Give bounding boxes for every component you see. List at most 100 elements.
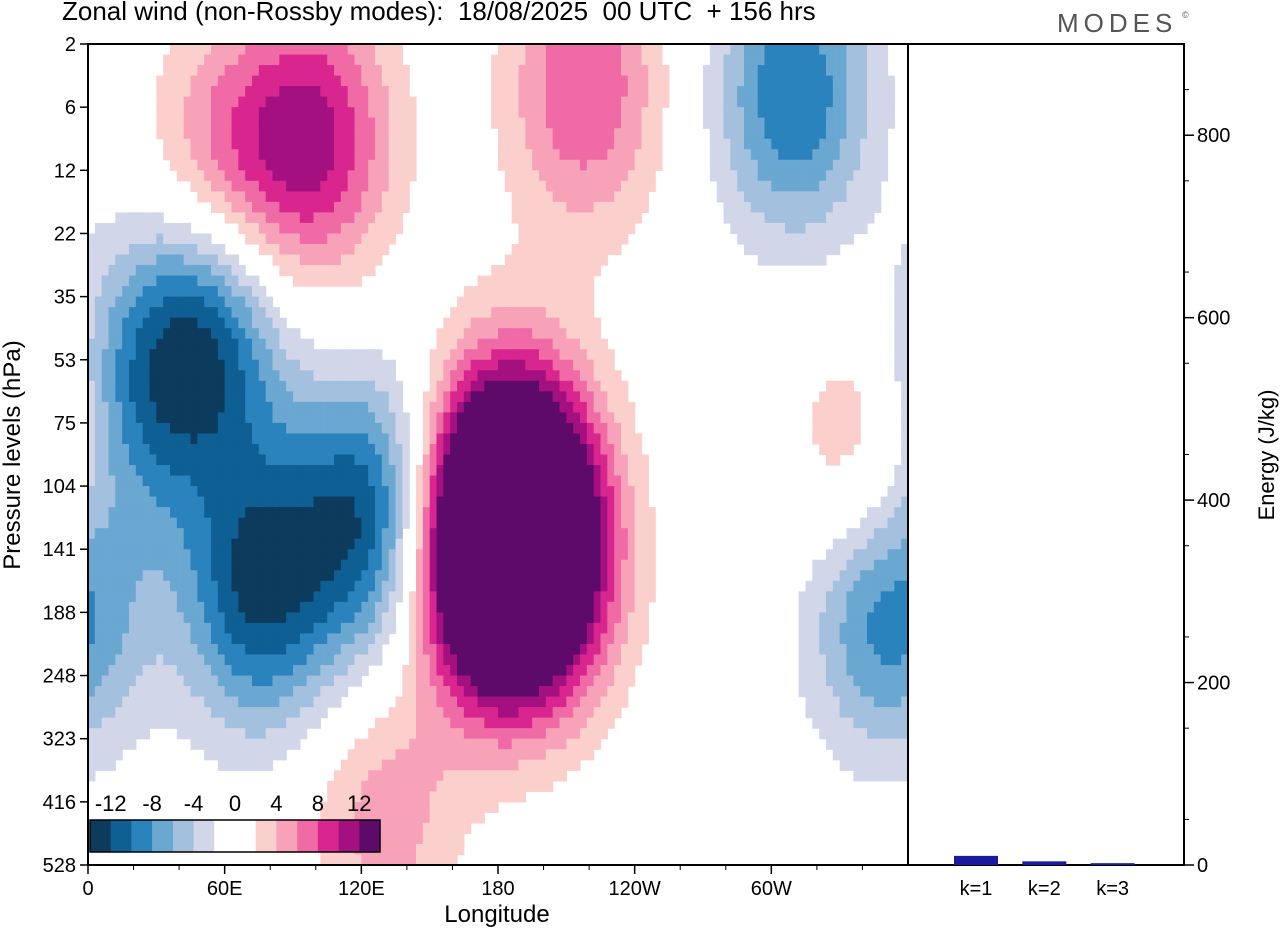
heatmap-cell (853, 422, 861, 435)
heatmap-cell (566, 475, 574, 487)
heatmap-cell (183, 86, 192, 98)
heatmap-cell (327, 591, 335, 603)
heatmap-cell (313, 622, 321, 635)
heatmap-cell (361, 601, 369, 613)
heatmap-cell (135, 307, 144, 319)
heatmap-cell (518, 338, 526, 350)
heatmap-cell (832, 96, 841, 108)
heatmap-cell (580, 443, 588, 456)
heatmap-cell (252, 486, 260, 498)
heatmap-cell (498, 517, 506, 529)
heatmap-cell (170, 622, 178, 635)
heatmap-cell (443, 580, 451, 592)
heatmap-cell (566, 601, 574, 613)
heatmap-cell (279, 422, 287, 435)
heatmap-cell (293, 191, 301, 203)
heatmap-cell (88, 580, 96, 592)
heatmap-cell (163, 338, 171, 350)
heatmap-cell (593, 601, 602, 613)
heatmap-cell (607, 54, 615, 66)
heatmap-cell (593, 75, 602, 87)
heatmap-cell (101, 580, 110, 592)
heatmap-cell (115, 422, 123, 435)
heatmap-cell (129, 643, 137, 656)
heatmap-cell (129, 591, 137, 603)
heatmap-cell (518, 580, 526, 592)
heatmap-cell (839, 612, 848, 624)
heatmap-cell (340, 180, 349, 192)
heatmap-cell (122, 233, 130, 245)
heatmap-cell (805, 654, 813, 666)
heatmap-cell (504, 254, 513, 266)
heatmap-cell (764, 149, 772, 161)
heatmap-cell (901, 570, 908, 582)
heatmap-cell (757, 201, 766, 214)
heatmap-cell (129, 422, 137, 435)
heatmap-cell (901, 486, 908, 498)
heatmap-cell (395, 212, 403, 224)
heatmap-cell (156, 338, 164, 350)
heatmap-cell (176, 622, 185, 635)
heatmap-cell (518, 359, 526, 371)
heatmap-cell (368, 549, 376, 561)
heatmap-cell (306, 528, 315, 540)
heatmap-cell (163, 380, 171, 392)
heatmap-cell (388, 401, 397, 413)
heatmap-cell (361, 159, 369, 171)
heatmap-cell (566, 612, 574, 624)
heatmap-cell (320, 191, 328, 203)
heatmap-cell (334, 633, 342, 645)
heatmap-cell (764, 75, 772, 87)
heatmap-cell (750, 149, 759, 161)
heatmap-cell (771, 65, 779, 77)
heatmap-cell (873, 591, 882, 603)
heatmap-cell (395, 65, 403, 77)
heatmap-cell (634, 454, 643, 466)
heatmap-cell (142, 517, 151, 529)
heatmap-cell (170, 65, 178, 77)
heatmap-cell (498, 622, 506, 635)
heatmap-cell (279, 654, 287, 666)
heatmap-cell (190, 370, 198, 382)
heatmap-cell (381, 454, 390, 466)
heatmap-cell (183, 233, 192, 245)
heatmap-cell (559, 233, 567, 245)
heatmap-cell (614, 370, 622, 382)
heatmap-cell (791, 159, 800, 171)
heatmap-cell (498, 296, 506, 308)
heatmap-cell (306, 496, 315, 508)
heatmap-cell (832, 559, 841, 571)
heatmap-cell (306, 107, 315, 119)
heatmap-cell (518, 138, 526, 150)
heatmap-cell (518, 654, 526, 666)
heatmap-cell (771, 86, 779, 98)
heatmap-cell (812, 570, 820, 582)
heatmap-cell (129, 296, 137, 308)
heatmap-cell (388, 391, 397, 403)
heatmap-cell (621, 201, 629, 214)
heatmap-cell (224, 317, 233, 329)
heatmap-cell (805, 612, 813, 624)
heatmap-cell (545, 307, 554, 319)
heatmap-cell (621, 507, 629, 519)
heatmap-cell (450, 338, 458, 350)
heatmap-cell (867, 96, 875, 108)
heatmap-cell (525, 622, 533, 635)
heatmap-cell (627, 507, 636, 519)
heatmap-cell (211, 138, 219, 150)
heatmap-cell (176, 422, 185, 435)
heatmap-cell (867, 507, 875, 519)
heatmap-cell (532, 128, 540, 140)
heatmap-cell (791, 65, 800, 77)
heatmap-cell (272, 422, 280, 435)
heatmap-cell (491, 412, 499, 424)
heatmap-cell (293, 538, 301, 550)
heatmap-cell (368, 654, 376, 666)
heatmap-cell (457, 643, 465, 656)
heatmap-cell (580, 96, 588, 108)
heatmap-cell (265, 233, 274, 245)
heatmap-cell (347, 601, 356, 613)
heatmap-cell (634, 159, 643, 171)
heatmap-cell (634, 65, 643, 77)
heatmap-cell (491, 612, 499, 624)
